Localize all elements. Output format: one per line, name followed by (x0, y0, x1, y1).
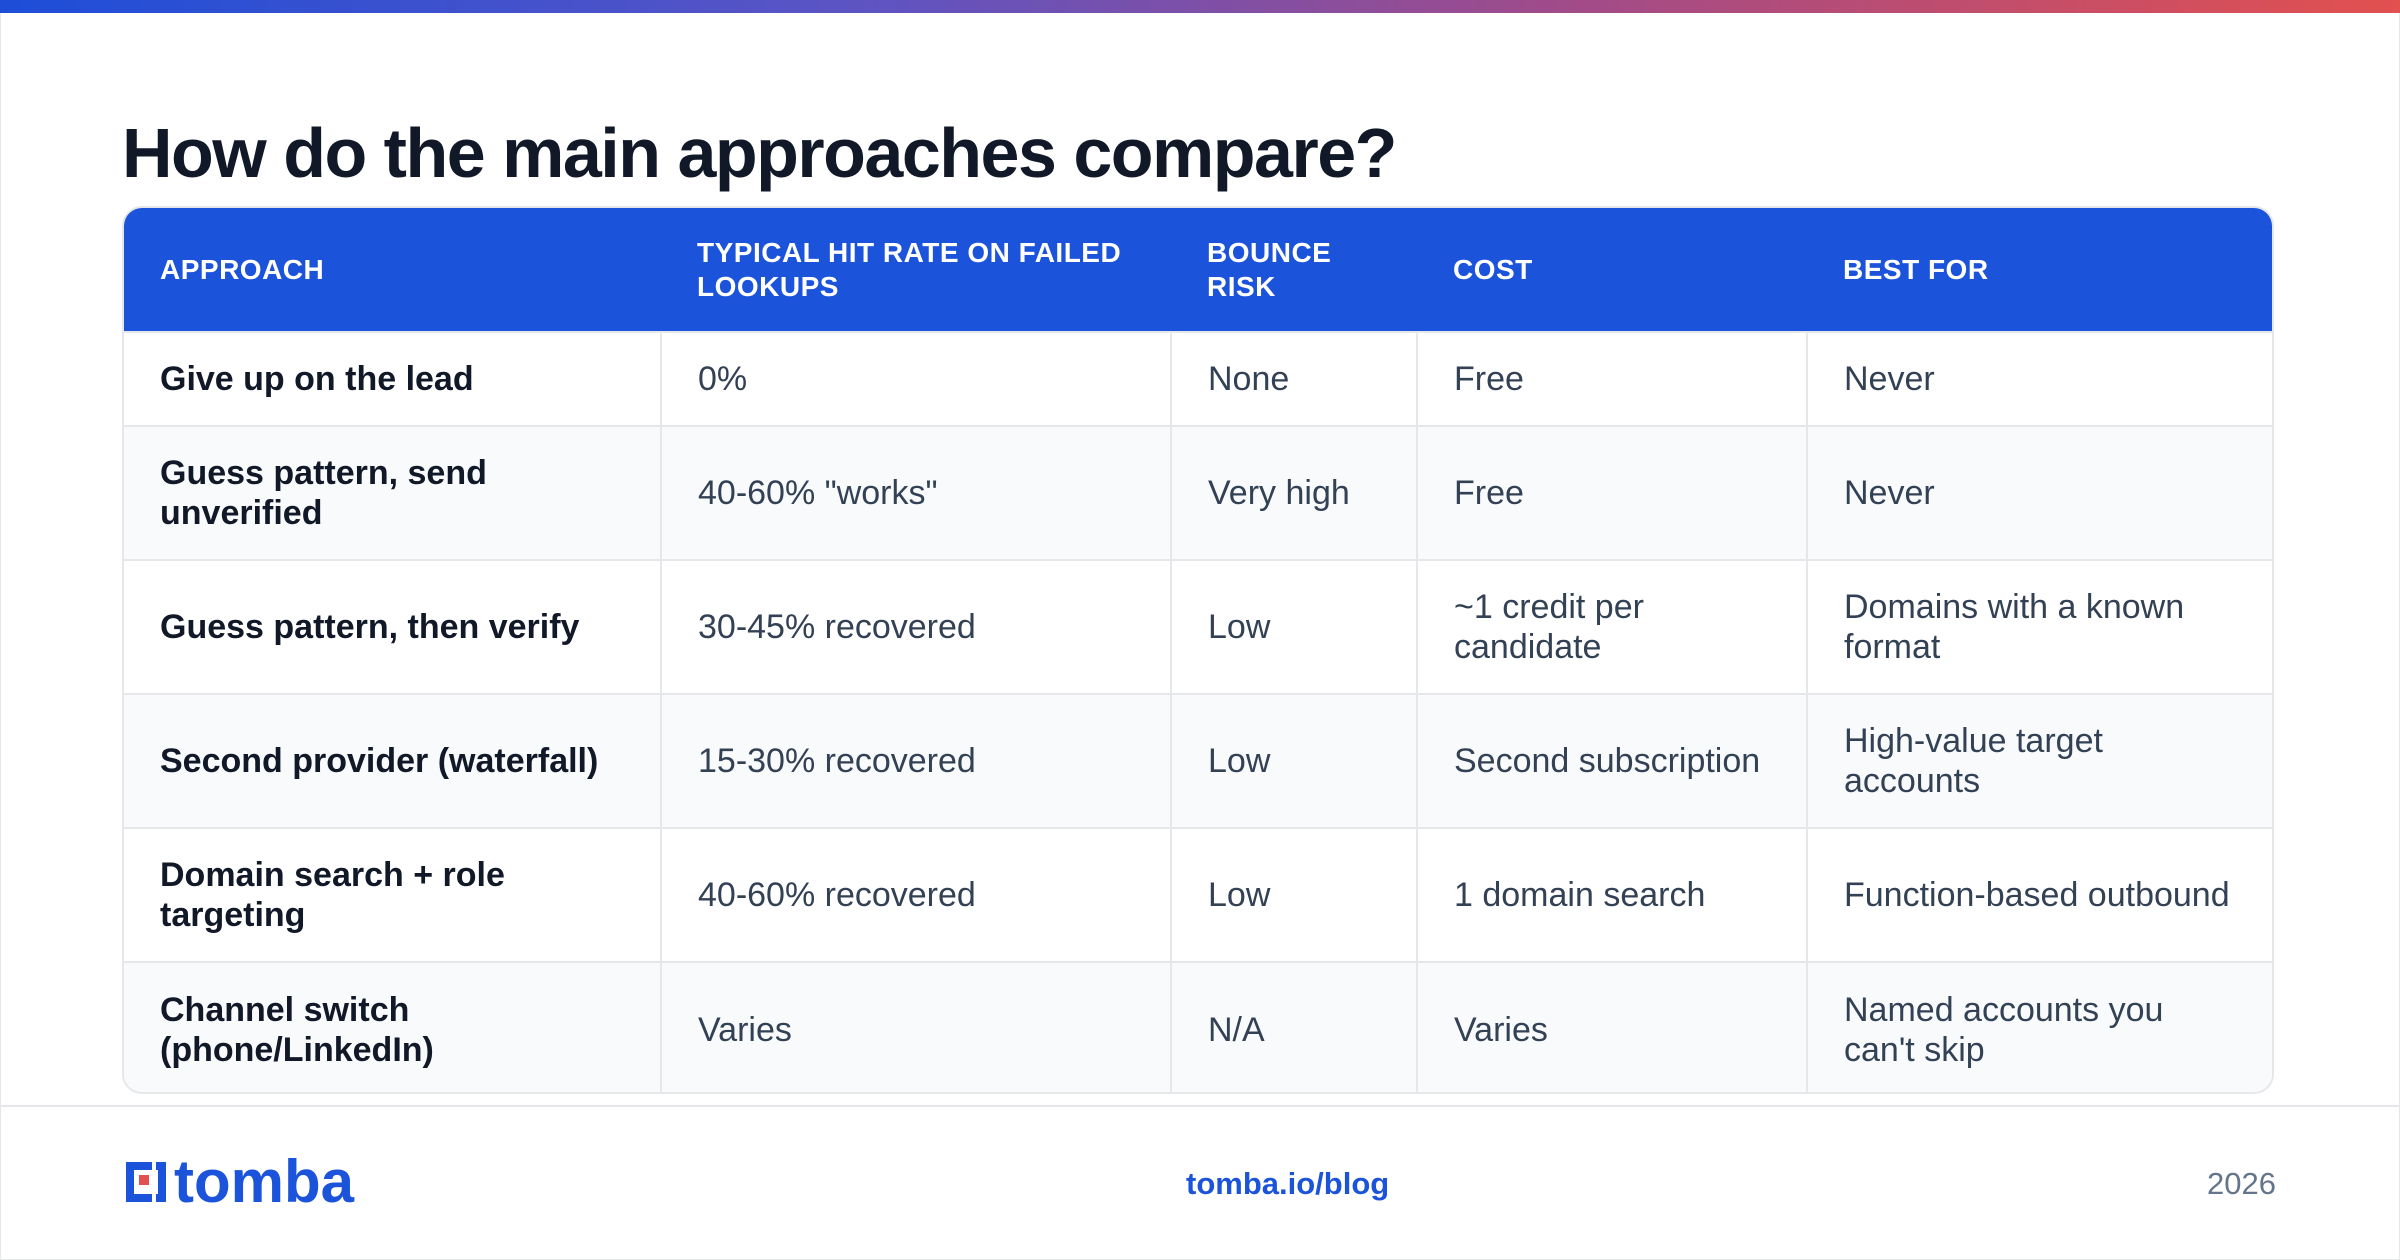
approach-cell: Domain search + role targeting (124, 827, 661, 962)
tomba-logo[interactable]: tomba (122, 1148, 354, 1215)
table-row: Channel switch (phone/LinkedIn) Varies N… (124, 961, 2272, 1092)
hit-rate-cell: 40-60% recovered (660, 827, 1171, 962)
cost-cell: Second subscription (1416, 693, 1807, 828)
best-for-cell: Function-based outbound (1806, 827, 2272, 962)
best-for-cell: Named accounts you can't skip (1806, 961, 2272, 1092)
tomba-logo-icon (122, 1158, 170, 1206)
column-header-best-for: BEST FOR (1843, 253, 1989, 285)
footer-divider (0, 1105, 2400, 1107)
best-for-cell: Never (1806, 425, 2272, 560)
comparison-table: APPROACH TYPICAL HIT RATE ON FAILED LOOK… (124, 208, 2272, 1092)
cost-cell: Varies (1416, 961, 1807, 1092)
column-header-bounce-risk: BOUNCE RISK (1207, 236, 1332, 302)
gradient-accent-bar (0, 0, 2400, 13)
column-header-approach: APPROACH (160, 253, 325, 285)
bounce-risk-cell: N/A (1170, 961, 1417, 1092)
hit-rate-cell: Varies (660, 961, 1171, 1092)
best-for-cell: Never (1806, 331, 2272, 426)
approach-cell: Guess pattern, send unverified (124, 425, 661, 560)
table-row: Guess pattern, send unverified 40-60% "w… (124, 425, 2272, 560)
hit-rate-cell: 40-60% "works" (660, 425, 1171, 560)
table-row: Give up on the lead 0% None Free Never (124, 331, 2272, 426)
table-header-row: APPROACH TYPICAL HIT RATE ON FAILED LOOK… (124, 208, 2272, 332)
table-row: Second provider (waterfall) 15-30% recov… (124, 693, 2272, 828)
approach-cell: Guess pattern, then verify (124, 559, 661, 694)
column-header-cost: COST (1453, 253, 1533, 285)
page-title: How do the main approaches compare? (122, 114, 1397, 192)
hit-rate-cell: 30-45% recovered (660, 559, 1171, 694)
blog-link[interactable]: tomba.io/blog (1186, 1166, 1390, 1201)
approach-cell: Give up on the lead (124, 331, 661, 426)
table-row: Guess pattern, then verify 30-45% recove… (124, 559, 2272, 694)
best-for-cell: Domains with a known format (1806, 559, 2272, 694)
footer-year: 2026 (2207, 1166, 2276, 1201)
bounce-risk-cell: None (1170, 331, 1417, 426)
bounce-risk-cell: Low (1170, 827, 1417, 962)
cost-cell: 1 domain search (1416, 827, 1807, 962)
cost-cell: ~1 credit per candidate (1416, 559, 1807, 694)
logo-wordmark: tomba (174, 1148, 354, 1215)
bounce-risk-cell: Low (1170, 693, 1417, 828)
cost-cell: Free (1416, 331, 1807, 426)
bounce-risk-cell: Low (1170, 559, 1417, 694)
column-header-hit-rate: TYPICAL HIT RATE ON FAILED LOOKUPS (697, 236, 1122, 302)
bounce-risk-cell: Very high (1170, 425, 1417, 560)
comparison-table-container: APPROACH TYPICAL HIT RATE ON FAILED LOOK… (122, 206, 2274, 1094)
hit-rate-cell: 0% (660, 331, 1171, 426)
best-for-cell: High-value target accounts (1806, 693, 2272, 828)
approach-cell: Channel switch (phone/LinkedIn) (124, 961, 661, 1092)
approach-cell: Second provider (waterfall) (124, 693, 661, 828)
hit-rate-cell: 15-30% recovered (660, 693, 1171, 828)
table-row: Domain search + role targeting 40-60% re… (124, 827, 2272, 962)
cost-cell: Free (1416, 425, 1807, 560)
